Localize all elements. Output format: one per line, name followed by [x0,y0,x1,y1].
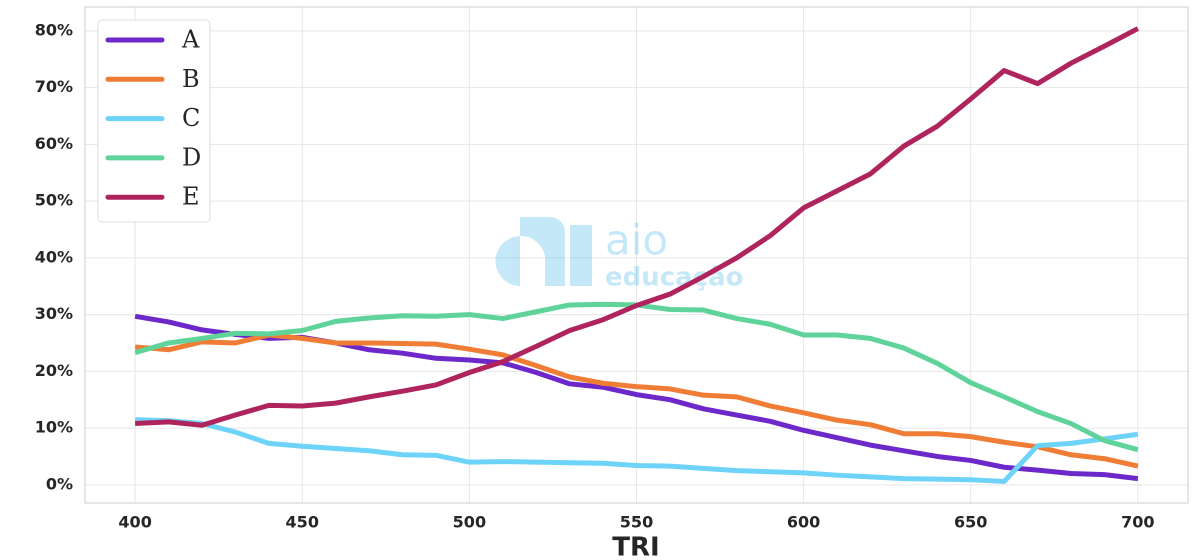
watermark: aio [605,216,668,265]
legend-label: A [181,26,200,54]
x-tick-label: 550 [620,513,653,532]
legend-label: D [182,143,201,171]
x-tick-label: 450 [286,513,319,532]
y-tick-label: 50% [35,191,73,210]
plot-frame [84,6,1189,504]
legend-label: B [182,65,200,93]
line [135,26,1140,428]
y-tick-label: 70% [35,77,73,96]
x-axis-label: TRI [612,533,659,560]
legend-label: C [182,104,200,132]
line [135,417,1139,484]
y-tick-label: 0% [46,474,73,493]
y-tick-label: 30% [35,304,73,323]
y-tick-label: 80% [35,20,73,39]
y-tick-label: 60% [35,134,73,153]
x-tick-label: 700 [1121,513,1154,532]
y-tick-label: 20% [35,361,73,380]
x-tick-label: 500 [453,513,486,532]
x-tick-label: 600 [787,513,820,532]
x-tick-label: 400 [118,513,151,532]
legend-label: E [182,183,200,211]
grid [85,7,1188,503]
y-tick-label: 10% [35,418,73,437]
line [134,332,1139,469]
x-tick-label: 650 [954,513,987,532]
y-tick-label: 40% [35,247,73,266]
watermark-logo [495,217,592,286]
